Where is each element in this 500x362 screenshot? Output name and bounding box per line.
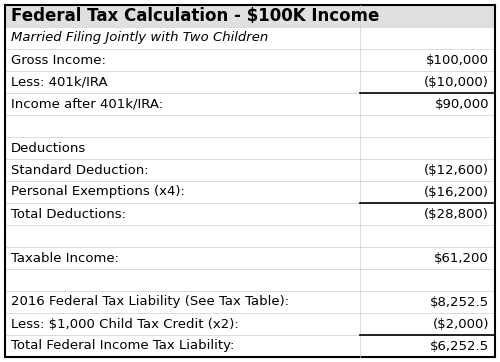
Bar bbox=[5, 5, 495, 27]
Text: Federal Tax Calculation - $100K Income: Federal Tax Calculation - $100K Income bbox=[11, 7, 380, 25]
Text: 2016 Federal Tax Liability (See Tax Table):: 2016 Federal Tax Liability (See Tax Tabl… bbox=[11, 295, 289, 308]
Text: $61,200: $61,200 bbox=[434, 252, 489, 265]
Text: Gross Income:: Gross Income: bbox=[11, 54, 106, 67]
Text: Total Federal Income Tax Liability:: Total Federal Income Tax Liability: bbox=[11, 340, 234, 353]
Text: Personal Exemptions (x4):: Personal Exemptions (x4): bbox=[11, 185, 185, 198]
Text: ($16,200): ($16,200) bbox=[424, 185, 489, 198]
Text: Less: $1,000 Child Tax Credit (x2):: Less: $1,000 Child Tax Credit (x2): bbox=[11, 317, 239, 331]
Text: $100,000: $100,000 bbox=[426, 54, 489, 67]
Text: Deductions: Deductions bbox=[11, 142, 86, 155]
Text: Less: 401k/IRA: Less: 401k/IRA bbox=[11, 76, 108, 88]
Bar bbox=[5, 5, 495, 27]
Text: $6,252.5: $6,252.5 bbox=[430, 340, 489, 353]
Text: Married Filing Jointly with Two Children: Married Filing Jointly with Two Children bbox=[11, 31, 268, 45]
Text: Total Deductions:: Total Deductions: bbox=[11, 207, 126, 220]
Text: Standard Deduction:: Standard Deduction: bbox=[11, 164, 148, 177]
Text: ($12,600): ($12,600) bbox=[424, 164, 489, 177]
Text: Taxable Income:: Taxable Income: bbox=[11, 252, 119, 265]
Text: $90,000: $90,000 bbox=[434, 97, 489, 110]
Text: ($2,000): ($2,000) bbox=[432, 317, 489, 331]
Text: ($10,000): ($10,000) bbox=[424, 76, 489, 88]
Text: $8,252.5: $8,252.5 bbox=[430, 295, 489, 308]
Text: Income after 401k/IRA:: Income after 401k/IRA: bbox=[11, 97, 163, 110]
Text: ($28,800): ($28,800) bbox=[424, 207, 489, 220]
